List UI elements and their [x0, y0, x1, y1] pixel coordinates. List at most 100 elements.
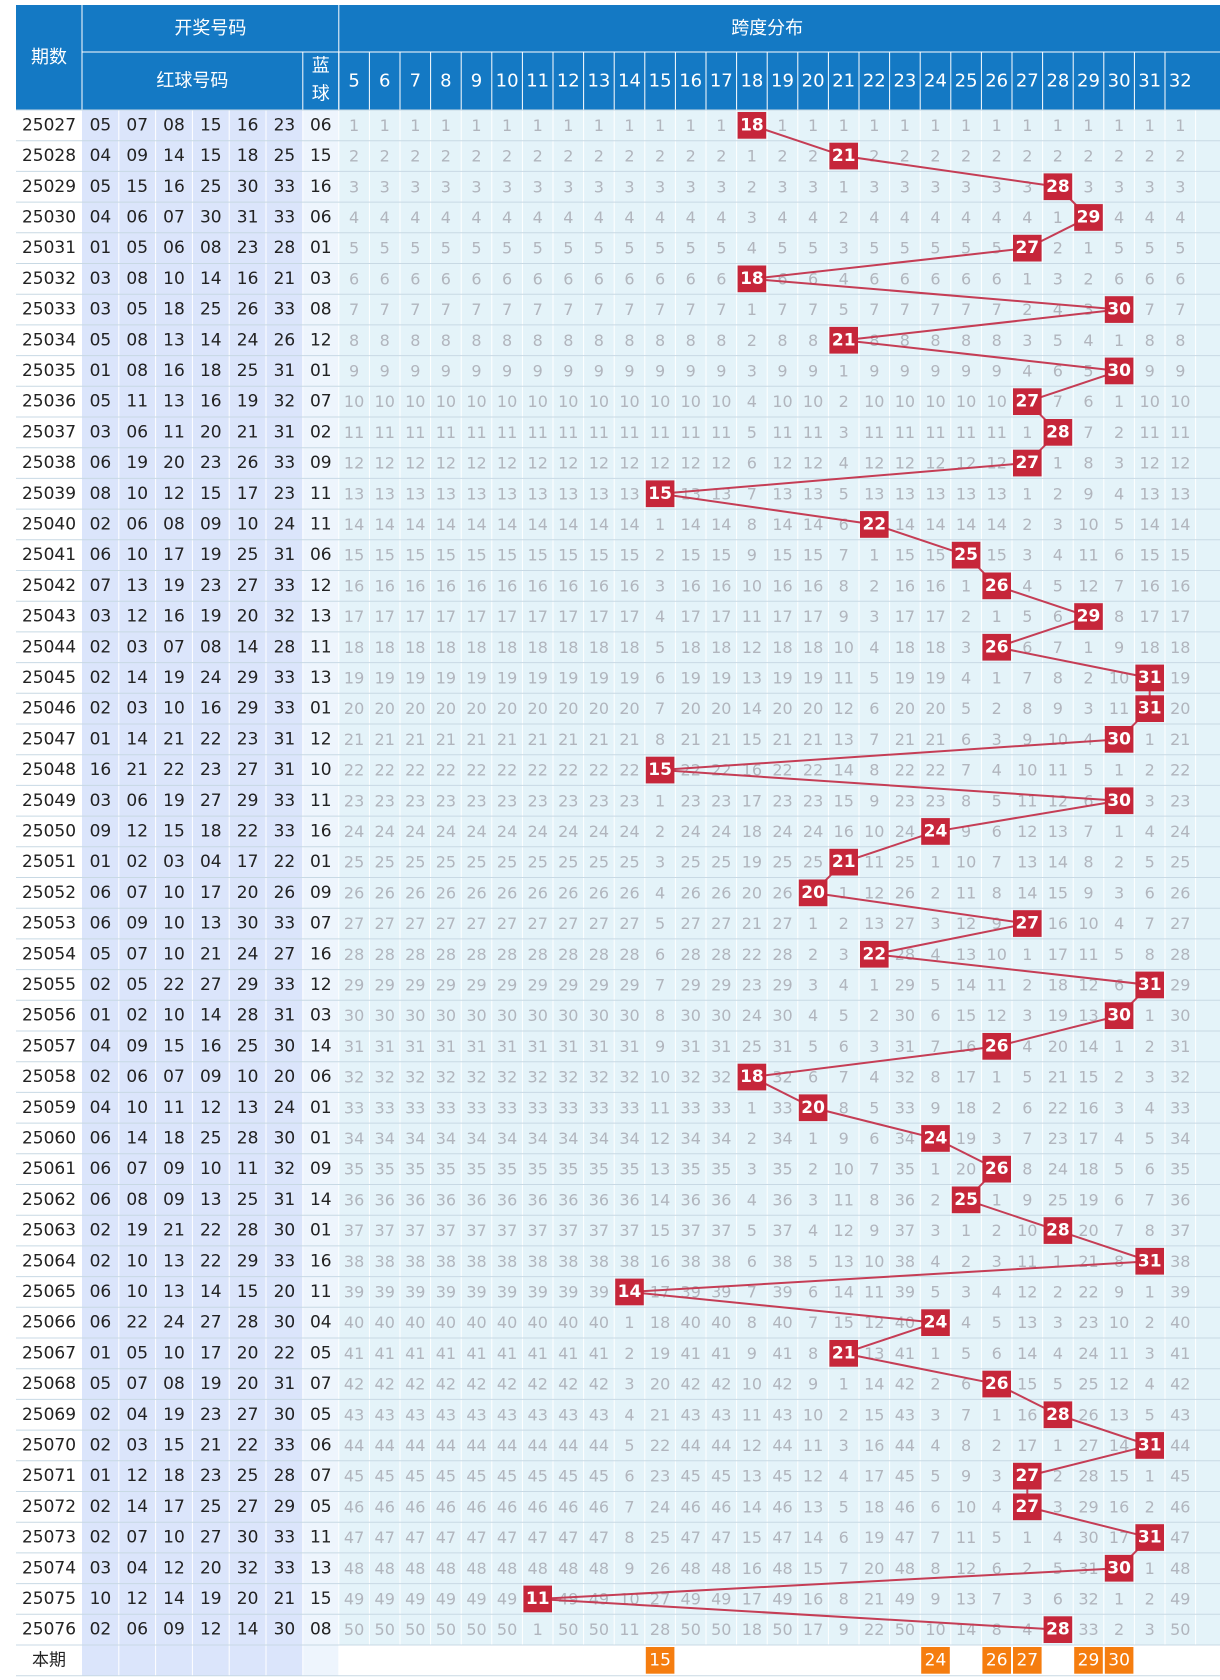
omission-cell: 27: [711, 914, 731, 933]
red-ball-cell: 33: [274, 1558, 296, 1578]
red-ball-cell: 21: [163, 729, 185, 749]
omission-cell: 17: [1109, 1528, 1129, 1547]
red-ball-cell: 15: [237, 1282, 259, 1302]
span-hit-label: 27: [1015, 453, 1039, 473]
red-ball-cell: 14: [237, 637, 259, 657]
omission-cell: 35: [466, 1160, 486, 1179]
blue-ball-cell: 12: [310, 576, 332, 596]
omission-cell: 10: [895, 392, 915, 411]
omission-cell: 12: [987, 454, 1007, 473]
red-ball-cell: 20: [163, 453, 185, 473]
period-cell: 25070: [22, 1435, 76, 1455]
trend-line: [996, 615, 1089, 649]
span-hit-label: 15: [648, 484, 672, 504]
omission-cell: 39: [895, 1282, 915, 1301]
omission-cell: 41: [344, 1344, 364, 1363]
omission-cell: 8: [1145, 331, 1155, 350]
omission-cell: 4: [1145, 208, 1155, 227]
period-cell: 25063: [22, 1221, 76, 1241]
red-ball-cell: 06: [126, 514, 148, 534]
red-ball-cell: 27: [237, 760, 259, 780]
omission-cell: 28: [497, 945, 517, 964]
omission-cell: 40: [405, 1313, 425, 1332]
omission-cell: 6: [839, 515, 849, 534]
red-ball-cell: 04: [90, 207, 112, 227]
omission-cell: 3: [594, 177, 604, 196]
period-cell: 25071: [22, 1466, 76, 1486]
period-cell: 25057: [22, 1036, 76, 1056]
omission-cell: 34: [772, 1129, 792, 1148]
omission-cell: 47: [711, 1528, 731, 1547]
omission-cell: 17: [742, 791, 762, 810]
span-hit-marker: [1043, 1616, 1073, 1643]
omission-cell: 2: [594, 147, 604, 166]
omission-cell: 12: [742, 638, 762, 657]
red-ball-cell: 33: [274, 207, 296, 227]
omission-cell: 9: [655, 361, 665, 380]
omission-cell: 38: [895, 1252, 915, 1271]
red-ball-cell: 26: [274, 330, 296, 350]
omission-cell: 17: [803, 1620, 823, 1639]
omission-cell: 19: [405, 668, 425, 687]
red-ball-cell: 02: [126, 852, 148, 872]
omission-cell: 9: [563, 361, 573, 380]
red-ball-cell: 06: [126, 422, 148, 442]
omission-cell: 16: [895, 576, 915, 595]
omission-cell: 3: [961, 638, 971, 657]
omission-cell: 43: [1170, 1405, 1190, 1424]
omission-cell: 16: [405, 576, 425, 595]
omission-cell: 35: [375, 1160, 395, 1179]
omission-cell: 1: [961, 576, 971, 595]
red-header: 红球号码: [156, 71, 228, 92]
red-ball-cell: 30: [274, 1313, 296, 1333]
omission-cell: 36: [589, 1190, 609, 1209]
omission-cell: 5: [1114, 1160, 1124, 1179]
omission-cell: 12: [466, 454, 486, 473]
omission-cell: 17: [1078, 1129, 1098, 1148]
red-ball-cell: 11: [126, 392, 148, 412]
span-hit-marker: [798, 1094, 828, 1122]
omission-cell: 43: [375, 1405, 395, 1424]
red-ball-cell: 03: [90, 422, 112, 442]
omission-cell: 25: [742, 1037, 762, 1056]
omission-cell: 3: [747, 1160, 757, 1179]
omission-cell: 26: [1170, 883, 1190, 902]
span-hit-label: 27: [1015, 238, 1039, 258]
period-cell: 25054: [22, 944, 76, 964]
omission-cell: 10: [650, 1068, 670, 1087]
omission-cell: 2: [1053, 1467, 1063, 1486]
omission-cell: 7: [1053, 392, 1063, 411]
red-ball-cell: 31: [274, 1374, 296, 1394]
omission-cell: 11: [711, 423, 731, 442]
omission-cell: 13: [864, 914, 884, 933]
omission-cell: 14: [742, 1497, 762, 1516]
omission-cell: 13: [925, 484, 945, 503]
omission-cell: 41: [375, 1344, 395, 1363]
omission-cell: 9: [930, 1589, 940, 1608]
omission-cell: 11: [956, 1528, 976, 1547]
omission-cell: 6: [777, 269, 787, 288]
red-ball-cell: 19: [126, 1221, 148, 1241]
omission-cell: 32: [1170, 1068, 1190, 1087]
omission-cell: 32: [711, 1068, 731, 1087]
omission-cell: 50: [711, 1620, 731, 1639]
omission-cell: 22: [895, 761, 915, 780]
red-ball-cell: 22: [126, 1313, 148, 1333]
red-ball-cell: 27: [200, 1313, 222, 1333]
omission-cell: 29: [375, 975, 395, 994]
omission-cell: 4: [1145, 1375, 1155, 1394]
omission-cell: 10: [742, 1375, 762, 1394]
omission-cell: 14: [375, 515, 395, 534]
omission-cell: 45: [436, 1467, 456, 1486]
omission-cell: 16: [1017, 1405, 1037, 1424]
omission-cell: 4: [563, 208, 573, 227]
span-hit-marker: [1104, 296, 1134, 323]
omission-cell: 21: [711, 730, 731, 749]
omission-cell: 3: [869, 177, 879, 196]
omission-cell: 5: [1053, 331, 1063, 350]
omission-cell: 7: [930, 1528, 940, 1547]
omission-cell: 42: [528, 1375, 548, 1394]
red-ball-cell: 20: [237, 1589, 259, 1609]
omission-cell: 5: [839, 1006, 849, 1025]
omission-cell: 1: [992, 607, 1002, 626]
